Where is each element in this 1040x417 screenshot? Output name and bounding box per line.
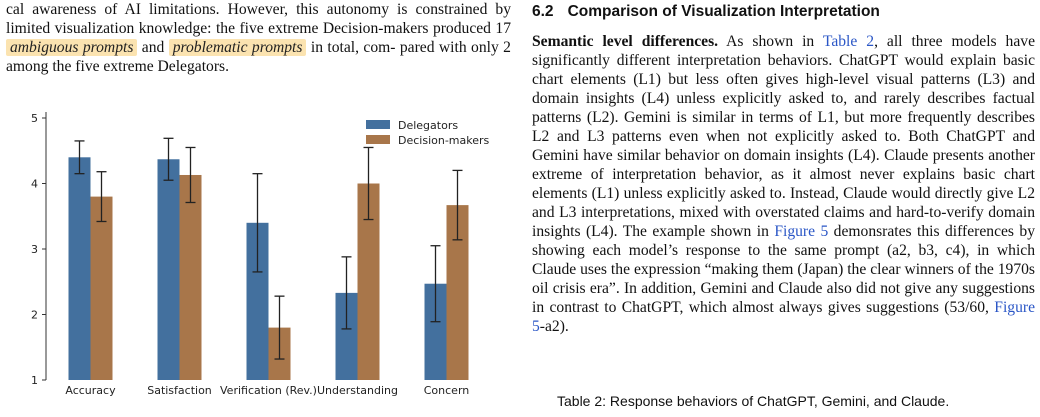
x-tick-label: Concern [424, 384, 470, 397]
bar [90, 196, 113, 380]
left-line-1: cal awareness of AI limitations. However… [6, 1, 488, 18]
bar [179, 174, 202, 380]
legend-swatch [366, 120, 390, 129]
ambiguous-prompts-tag: ambiguous prompts [6, 39, 138, 56]
x-tick-label: Accuracy [65, 384, 116, 397]
section-heading: 6.2 Comparison of Visualization Interpret… [532, 2, 880, 22]
legend-label: Delegators [398, 119, 458, 132]
bar-chart: 1 2 3 4 5 Accuracy Satisfaction Verification (R… [31, 112, 490, 397]
legend-swatch [366, 135, 390, 144]
table-2-link[interactable]: Table 2 [822, 33, 875, 50]
paragraph-text-1: As shown in [718, 33, 823, 50]
bar [68, 157, 91, 380]
y-tick-label: 2 [31, 309, 38, 322]
table-caption: Table 2: Response behaviors of ChatGPT, … [557, 393, 950, 409]
bar [157, 159, 180, 380]
section-title: Comparison of Visualization Interpretati… [567, 3, 880, 20]
left-line-3-mid: and [141, 39, 165, 56]
bar [357, 183, 380, 380]
problematic-prompts-tag: problematic prompts [168, 39, 307, 56]
legend-label: Decision-makers [398, 134, 490, 147]
paragraph-text-2: , all three models have significantly di… [532, 33, 1035, 240]
y-tick-label: 5 [31, 112, 38, 125]
section-number: 6.2 [532, 3, 554, 20]
paragraph-text-3: demonsrates this differences by showing … [532, 223, 1035, 316]
left-line-4: pared with only 2 among the five extreme… [6, 39, 511, 75]
left-line-3-pre: produced 17 [432, 20, 512, 37]
bar [424, 283, 447, 380]
figure-5-link[interactable]: Figure 5 [774, 223, 829, 240]
left-line-3-post: in total, com- [310, 39, 396, 56]
bar [246, 222, 269, 380]
y-tick-label: 3 [31, 243, 38, 256]
bar [335, 292, 358, 380]
paragraph-lead: Semantic level differences. [532, 33, 719, 50]
left-column: cal awareness of AI limitations. However… [6, 0, 511, 397]
figure-5-link-2[interactable]: Figure 5 [532, 299, 1035, 335]
left-paragraph: cal awareness of AI limitations. However… [6, 0, 511, 76]
left-line-2: by limited visualization knowledge: the … [6, 1, 512, 37]
x-tick-label: Verification (Rev.) [220, 384, 317, 397]
bar [446, 205, 469, 380]
paragraph-text-4: -a2). [539, 318, 569, 335]
x-tick-label: Understanding [317, 384, 398, 397]
right-paragraph: Semantic level differences. As shown in … [532, 32, 1035, 336]
x-tick-label: Satisfaction [147, 384, 212, 397]
y-tick-label: 4 [31, 178, 38, 191]
y-tick-label: 1 [31, 374, 38, 387]
